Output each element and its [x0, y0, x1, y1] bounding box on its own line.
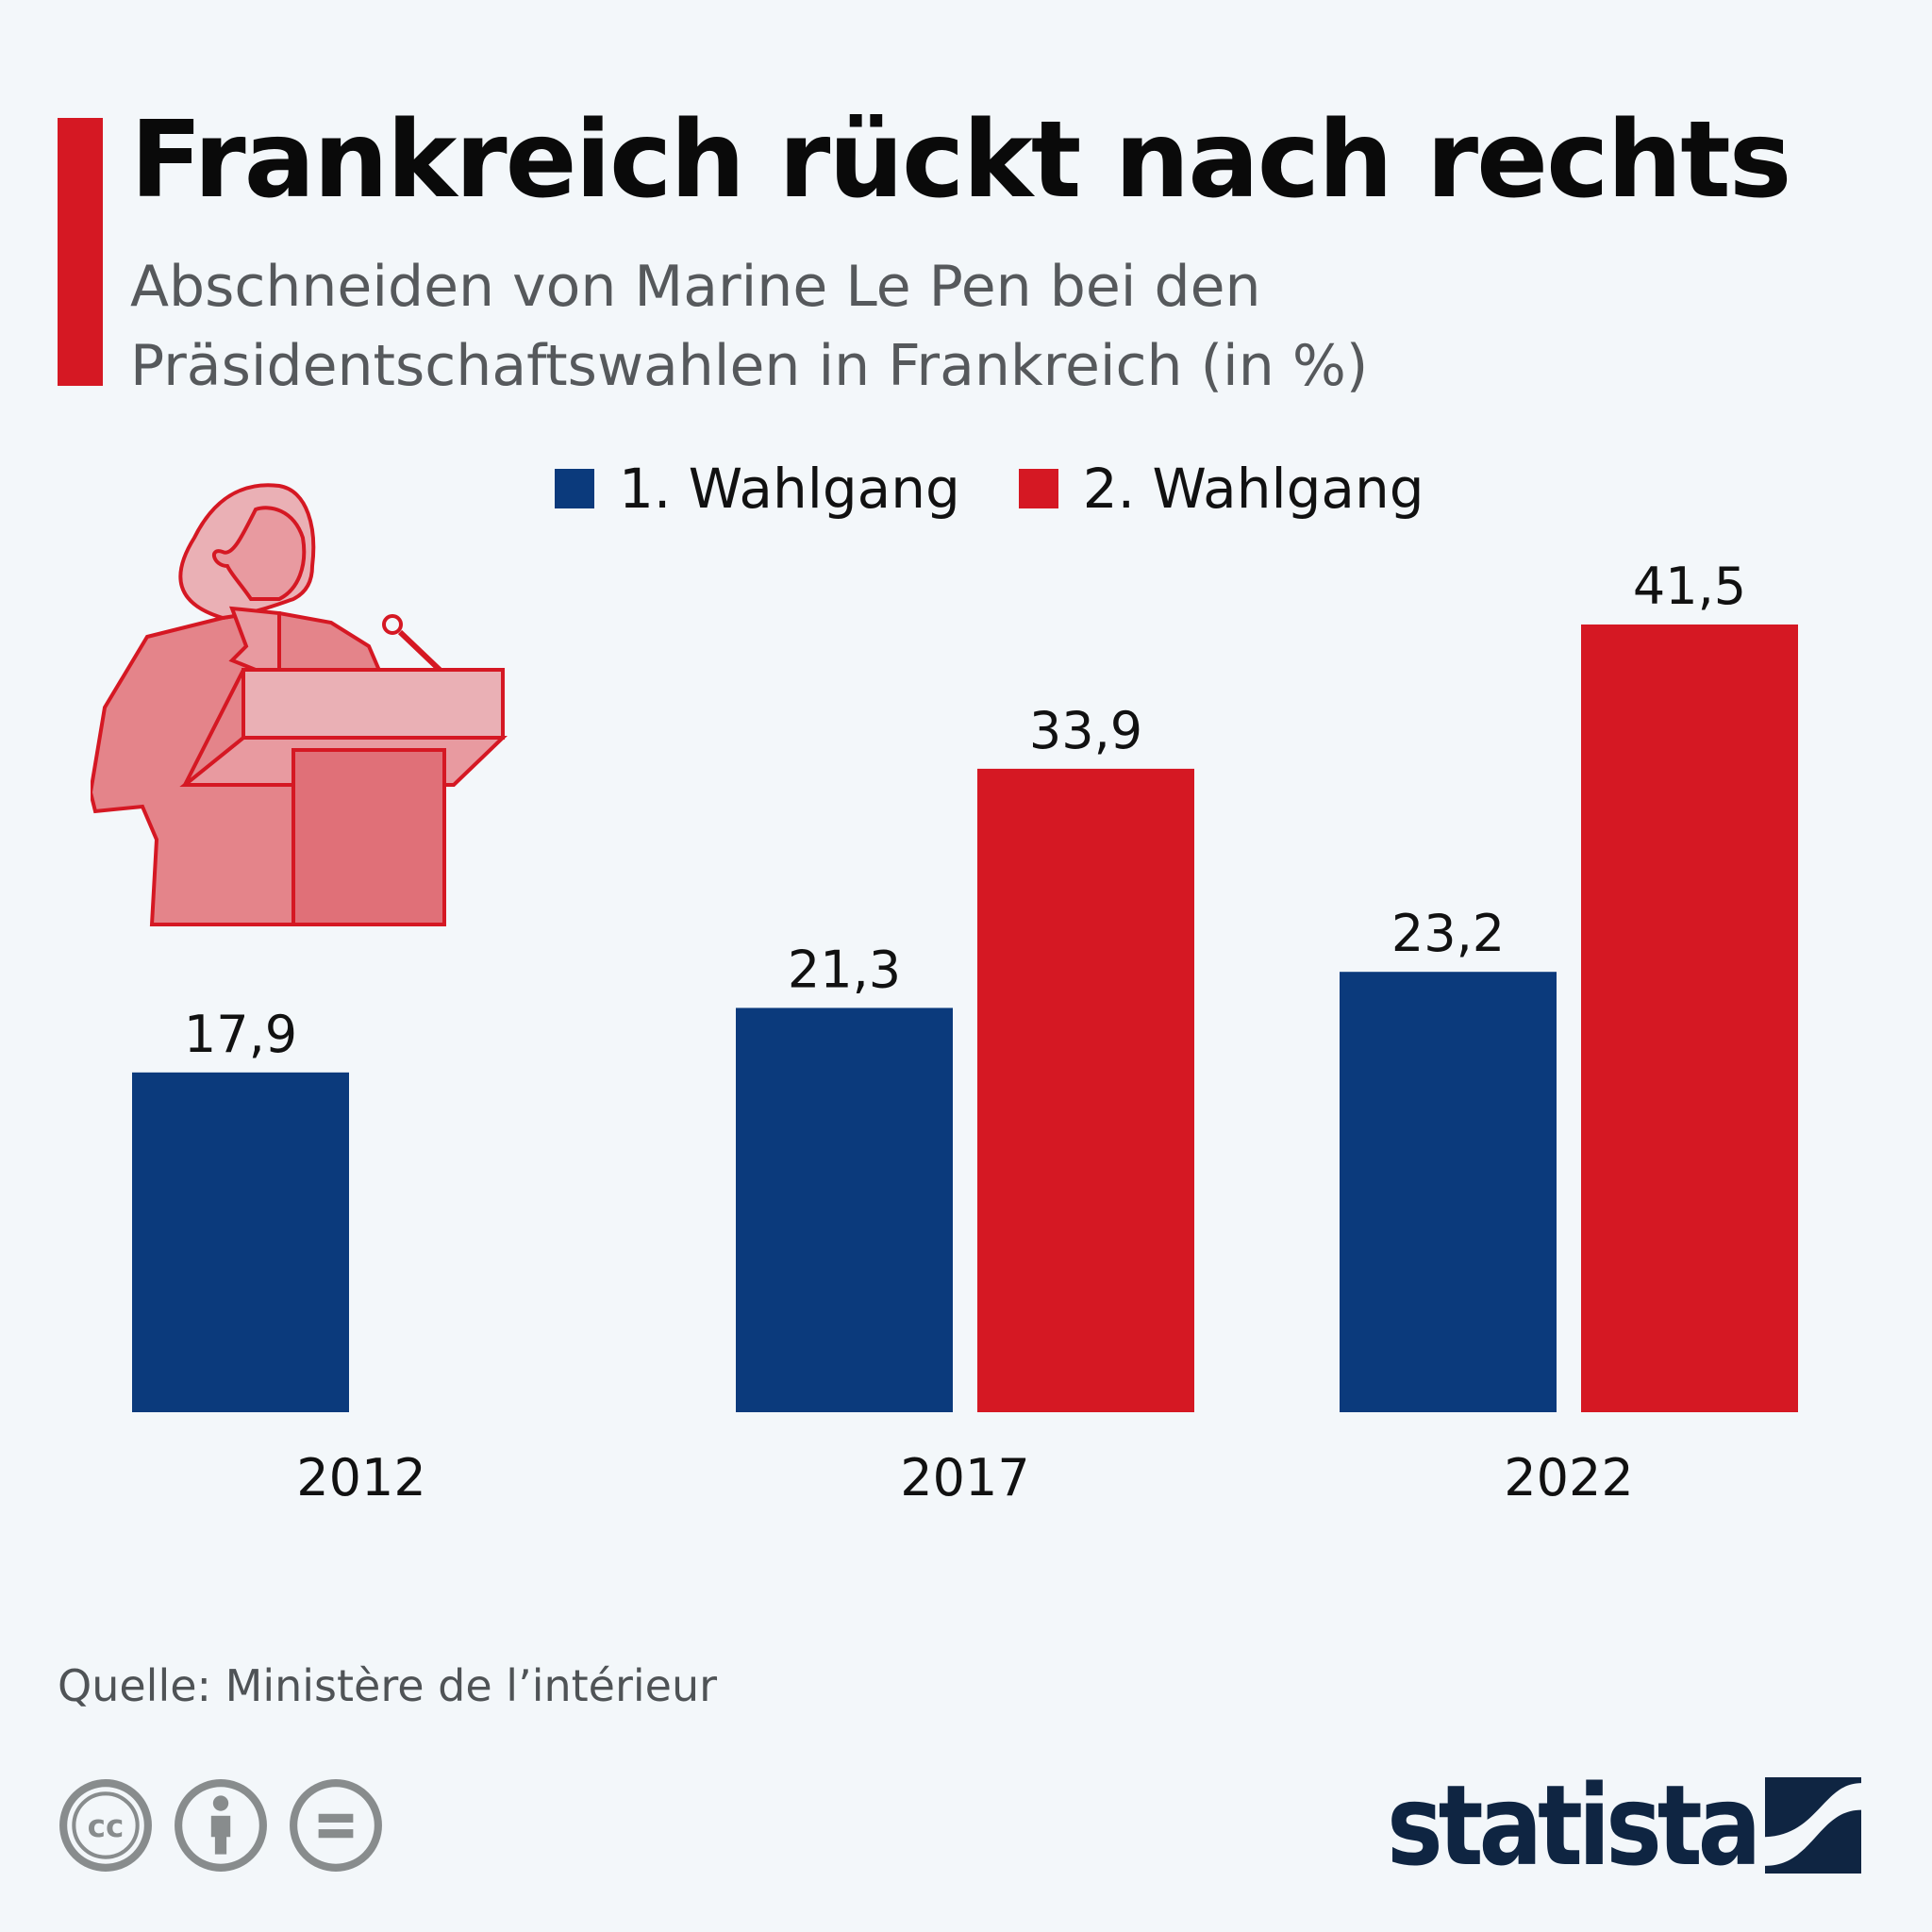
title-accent-bar [58, 118, 103, 386]
legend-swatch-blue [555, 469, 594, 508]
bar-2017-first-round [736, 1008, 953, 1412]
data-label: 41,5 [1633, 557, 1746, 616]
legend-label: 1. Wahlgang [619, 457, 960, 521]
svg-text:cc: cc [88, 1808, 125, 1844]
speaker-at-podium-icon [91, 483, 508, 926]
cc-icon[interactable]: cc [58, 1777, 154, 1874]
data-label: 33,9 [1029, 701, 1142, 760]
statista-logo[interactable]: statista [1387, 1760, 1862, 1890]
x-tick-label: 2012 [296, 1448, 425, 1507]
data-label: 23,2 [1391, 904, 1505, 963]
legend-item-first-round: 1. Wahlgang [555, 457, 960, 521]
data-label: 17,9 [184, 1005, 297, 1064]
x-tick-label: 2017 [900, 1448, 1029, 1507]
data-label: 21,3 [788, 940, 901, 999]
chart-subtitle: Abschneiden von Marine Le Pen bei den Pr… [130, 254, 1369, 399]
bar-2022-first-round [1340, 972, 1557, 1412]
legend-label: 2. Wahlgang [1082, 457, 1424, 521]
chart-title: Frankreich rückt nach rechts [130, 99, 1791, 222]
legend-swatch-red [1018, 469, 1058, 508]
legend-item-second-round: 2. Wahlgang [1018, 457, 1424, 521]
bar-2012-first-round [132, 1072, 349, 1412]
statista-logo-mark-icon [1765, 1777, 1862, 1874]
license-icons: cc [58, 1777, 384, 1874]
statista-wordmark: statista [1387, 1760, 1761, 1890]
x-tick-label: 2022 [1504, 1448, 1633, 1507]
no-derivatives-icon[interactable] [288, 1777, 384, 1874]
source-note: Quelle: Ministère de l’intérieur [58, 1660, 718, 1711]
bar-2017-second-round [977, 768, 1194, 1412]
bar-2022-second-round [1581, 625, 1798, 1412]
legend: 1. Wahlgang 2. Wahlgang [555, 451, 1483, 526]
attribution-icon[interactable] [173, 1777, 269, 1874]
